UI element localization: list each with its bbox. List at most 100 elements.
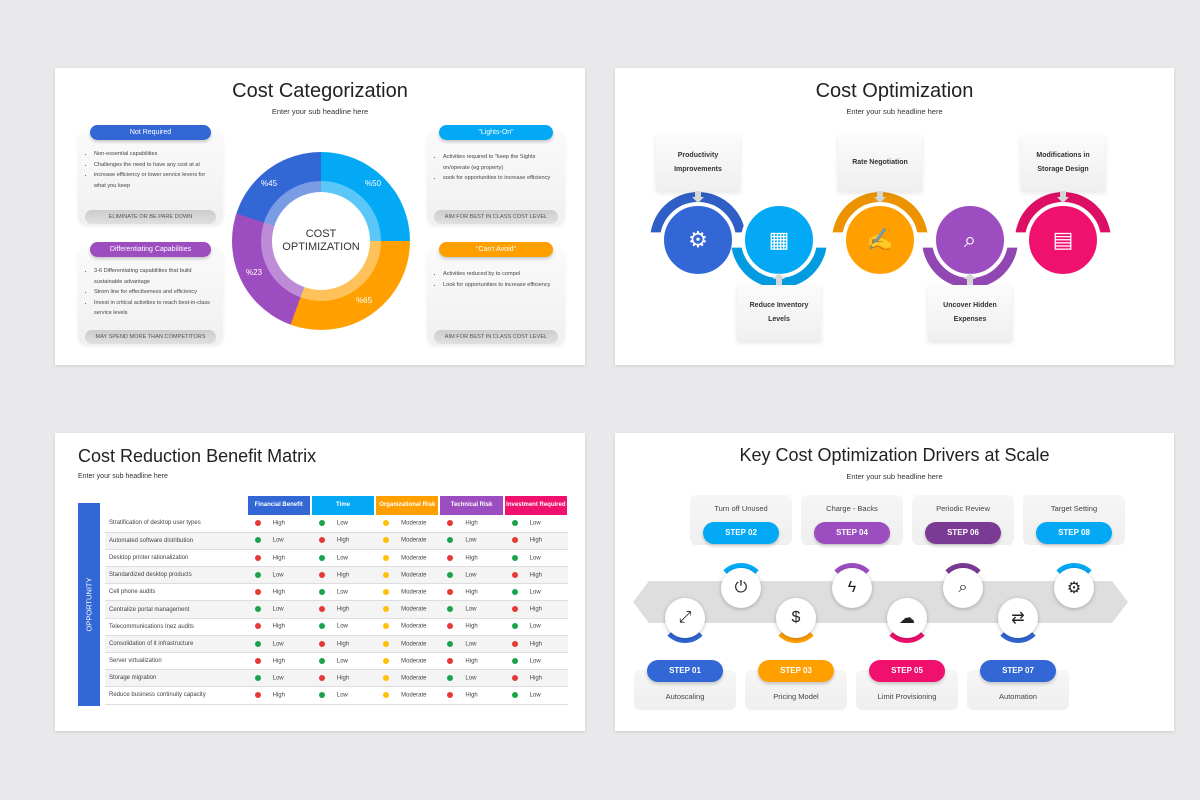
status-dot <box>318 623 325 630</box>
bullet-item: Look for opportunities to increase effic… <box>443 280 553 291</box>
status-dot <box>447 537 454 544</box>
status-dot <box>254 606 261 613</box>
benefit-matrix-table: Financial Benefit Time Organizational Risk… <box>105 496 570 705</box>
rating-cell: Low <box>503 652 568 671</box>
charge-icon: ϟ <box>847 579 857 596</box>
step-badge: STEP 01 <box>647 660 723 682</box>
arrow-connector <box>964 273 976 285</box>
step-icon-circle: ⏻ <box>721 568 761 608</box>
rating-value: High <box>336 675 350 682</box>
optimization-label: Modifications in Storage Design <box>1021 135 1105 191</box>
inventory-board-icon: ▦ <box>768 227 790 252</box>
rating-cell: Low <box>503 618 568 636</box>
rating-cell: Low <box>439 532 504 550</box>
step-icon-circle: $ <box>776 598 816 638</box>
blank-header <box>105 496 248 515</box>
status-dot <box>511 589 518 596</box>
optimization-label: Reduce Inventory Levels <box>737 285 821 341</box>
rating-value: Low <box>529 589 541 596</box>
rating-cell: Low <box>310 652 376 671</box>
status-dot <box>511 571 518 578</box>
step-icon-circle: ϟ <box>832 568 872 608</box>
table-row: Cell phone audits High Low Moderate High Low <box>105 583 568 602</box>
status-dot <box>447 571 454 578</box>
step-ring <box>938 563 988 613</box>
optimization-circle: ⚙ <box>660 202 736 278</box>
status-dot <box>318 674 325 681</box>
rating-cell: High <box>310 566 376 585</box>
step-badge: STEP 08 <box>1036 522 1112 544</box>
optimization-circle: ▦ <box>741 202 817 278</box>
rating-value: Low <box>272 606 284 613</box>
table-row: Standardized desktop products Low High Mode… <box>105 566 568 585</box>
rating-cell: High <box>439 652 504 671</box>
rating-value: High <box>272 589 285 596</box>
rating-cell: Moderate <box>375 532 440 550</box>
bullet-item: Non-essential capabilities <box>94 149 211 160</box>
rating-cell: Low <box>310 618 376 636</box>
column-header: Investment Required <box>503 496 570 515</box>
row-label: Automated software distribution <box>105 532 247 550</box>
slide-subtitle: Enter your sub headline here <box>78 473 168 480</box>
status-dot <box>383 640 390 647</box>
rating-value: High <box>529 538 543 545</box>
rating-cell: Moderate <box>375 600 440 619</box>
rating-value: Low <box>272 675 284 682</box>
table-row: Automated software distribution Low High Mo… <box>105 532 568 550</box>
status-dot <box>254 589 261 596</box>
rating-cell: High <box>503 566 568 585</box>
status-dot <box>318 554 325 561</box>
slide-title: Cost Reduction Benefit Matrix <box>78 446 317 466</box>
segment-label: %50 <box>365 179 382 188</box>
optimization-circle: ✍ <box>842 202 918 278</box>
table-row: Stratification of desktop user types High… <box>105 515 568 533</box>
table-row: Server virtualization High Low Moderate High… <box>105 652 568 671</box>
row-label: Server virtualization <box>105 652 247 671</box>
rating-value: High <box>529 572 543 579</box>
rating-cell: Low <box>503 549 568 568</box>
step-ring <box>771 593 821 643</box>
rating-value: Moderate <box>401 606 427 613</box>
rating-cell: Moderate <box>375 566 440 585</box>
rating-cell: Low <box>246 635 311 654</box>
status-dot <box>318 520 325 527</box>
bullet-item: increase efficiency or lower service lev… <box>94 170 211 191</box>
table-row: Telecommunications Inez audits High Low Mod… <box>105 618 568 636</box>
rating-value: Low <box>465 572 477 579</box>
status-dot <box>383 623 390 630</box>
rating-value: Moderate <box>401 555 427 562</box>
rating-value: High <box>272 692 285 699</box>
rating-cell: Low <box>439 600 504 619</box>
table-row: Consolidation of it infrastructure Low Hig… <box>105 635 568 654</box>
rating-value: High <box>465 589 478 596</box>
rating-value: Low <box>272 641 284 648</box>
optimization-circle: ▤ <box>1025 202 1101 278</box>
row-label: Stratification of desktop user types <box>105 515 247 533</box>
rating-value: Low <box>336 692 348 699</box>
status-dot <box>318 606 325 613</box>
step-ring <box>660 593 710 643</box>
rating-cell: Low <box>310 515 376 533</box>
rating-value: High <box>272 658 285 665</box>
status-dot <box>254 674 261 681</box>
rating-value: High <box>465 520 478 527</box>
rating-cell: High <box>439 618 504 636</box>
card-footer: ELIMINATE OR BE PARE DOWN <box>85 210 216 224</box>
status-dot <box>254 657 261 664</box>
slide-drivers-at-scale: Key Cost Optimization Drivers at Scale E… <box>615 433 1174 731</box>
rating-value: High <box>336 641 350 648</box>
header-row: Financial Benefit Time Organizational Risk… <box>105 496 570 515</box>
slide-subtitle: Enter your sub headline here <box>846 107 943 116</box>
rating-cell: High <box>246 618 311 636</box>
segment-label: %45 <box>261 179 278 188</box>
rating-cell: Moderate <box>375 635 440 654</box>
step-label: Charge - Backs <box>826 504 878 513</box>
rating-cell: Moderate <box>375 549 440 568</box>
optimization-label: Uncover Hidden Expenses <box>928 285 1012 341</box>
status-dot <box>383 520 390 527</box>
rating-cell: Low <box>439 635 504 654</box>
status-dot <box>511 640 518 647</box>
column-header: Organizational Risk <box>375 496 441 515</box>
rating-value: Low <box>336 589 348 596</box>
row-label: Storage migration <box>105 669 247 688</box>
